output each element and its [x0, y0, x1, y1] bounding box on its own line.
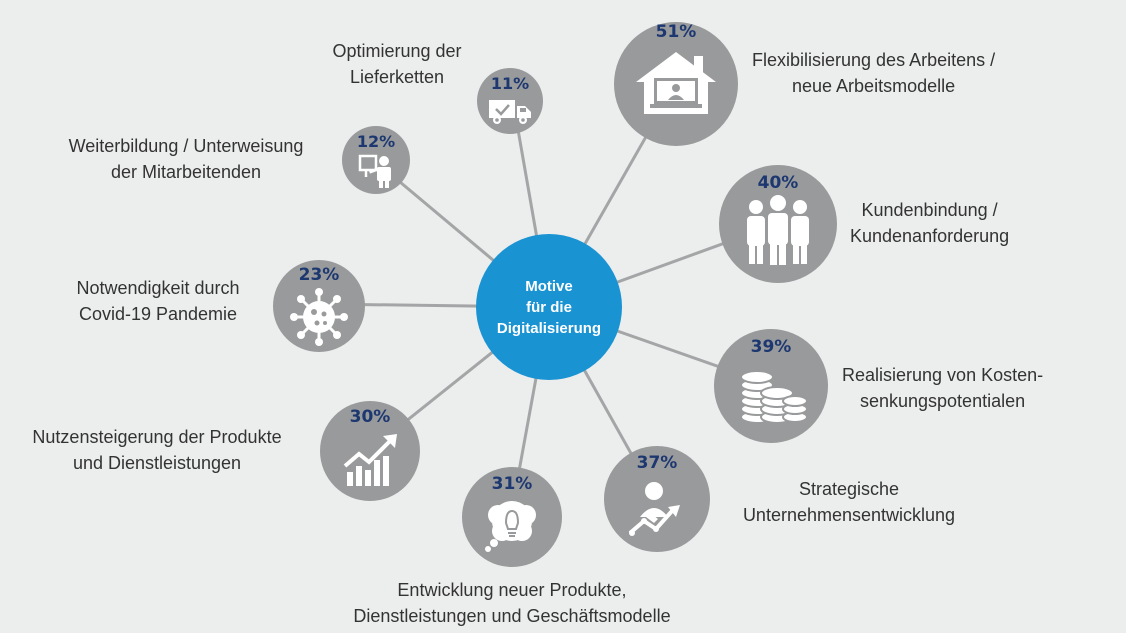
motive-node-entwicklung: 31%: [462, 467, 562, 567]
motive-node-strategie: 37%: [604, 446, 710, 552]
motive-label-covid: Notwendigkeit durch Covid-19 Pandemie: [76, 278, 240, 324]
motive-label-lieferketten: Optimierung der Lieferketten: [332, 41, 462, 87]
motive-label-nutzensteigerung: Nutzensteigerung der Produkte und Dienst…: [32, 427, 282, 473]
percent-label: 39%: [750, 337, 792, 357]
motive-node-nutzensteigerung: 30%: [320, 401, 420, 501]
motive-label-kundenbindung: Kundenbindung / Kundenanforderung: [850, 200, 1010, 246]
percent-label: 12%: [356, 132, 396, 151]
motive-label-flexibilisierung: Flexibilisierung des Arbeitens / neue Ar…: [752, 50, 996, 96]
motive-node-weiterbildung: 12%: [342, 126, 410, 194]
hub-line-3: Digitalisierung: [496, 319, 602, 337]
growth-person-icon: [604, 477, 710, 541]
home-office-icon: [614, 48, 738, 116]
motive-label-weiterbildung: Weiterbildung / Unterweisung der Mitarbe…: [68, 136, 304, 182]
motive-label-entwicklung: Entwicklung neuer Produkte, Dienstleistu…: [353, 580, 671, 626]
motive-node-kundenbindung: 40%: [719, 165, 837, 283]
presenter-icon: [342, 153, 410, 189]
percent-label: 11%: [490, 74, 530, 93]
motive-node-covid: 23%: [273, 260, 365, 352]
people-group-icon: [719, 195, 837, 265]
idea-bulb-icon: [462, 497, 562, 553]
rising-chart-icon: [320, 432, 420, 488]
percent-label: 30%: [349, 407, 391, 427]
center-hub: Motive für die Digitalisierung: [476, 234, 622, 380]
coins-icon: [714, 363, 828, 425]
motive-node-lieferketten: 11%: [477, 68, 543, 134]
percent-label: 23%: [298, 265, 340, 285]
percent-label: 40%: [757, 173, 799, 193]
percent-label: 37%: [636, 453, 678, 473]
motive-node-kostensenkung: 39%: [714, 329, 828, 443]
motive-node-flexibilisierung: 51%: [614, 22, 738, 146]
delivery-truck-icon: [477, 98, 543, 126]
virus-icon: [273, 288, 365, 346]
motive-label-kostensenkung: Realisierung von Kosten- senkungspotenti…: [842, 365, 1044, 411]
percent-label: 31%: [491, 474, 533, 494]
motive-label-strategie: Strategische Unternehmensentwicklung: [742, 479, 956, 525]
hub-line-1: Motive: [525, 277, 573, 295]
hub-line-2: für die: [526, 298, 572, 316]
percent-label: 51%: [655, 22, 697, 42]
